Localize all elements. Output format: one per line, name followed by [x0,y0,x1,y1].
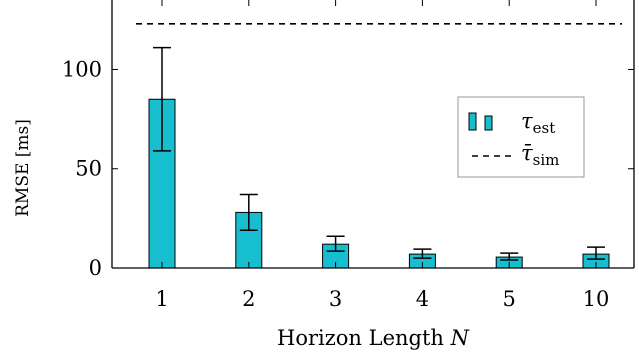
legend-swatch-est-b [484,115,493,131]
x-tick-label-1: 1 [155,287,168,311]
y-tick-label-0: 0 [89,256,102,280]
legend-label-est: τest [521,109,555,137]
x-axis-label: Horizon Length N [277,326,470,350]
legend-label-sim: τ̄sim [521,141,559,169]
x-tick-label-4: 4 [416,287,429,311]
y-tick-label-100: 100 [62,57,102,81]
legend: τest τ̄sim [457,96,585,178]
x-tick-label-3: 3 [329,287,342,311]
legend-swatch-est-a [468,112,477,131]
legend-box [457,96,585,178]
x-tick-label-10: 10 [583,287,610,311]
y-axis-label: RMSE [ms] [13,119,33,217]
y-tick-label-50: 50 [75,157,102,181]
x-tick-label-2: 2 [242,287,255,311]
x-tick-label-5: 5 [503,287,516,311]
